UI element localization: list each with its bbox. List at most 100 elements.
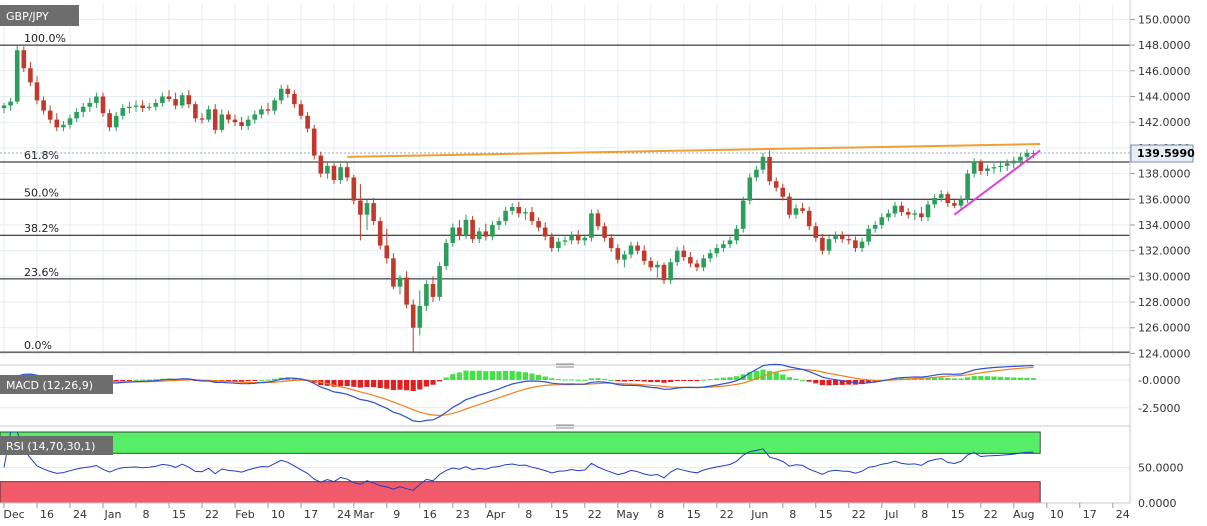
candle-body	[813, 226, 819, 238]
macd-histogram-bar	[225, 380, 231, 382]
time-tick-label: 24	[73, 508, 87, 521]
macd-histogram-bar	[984, 376, 990, 380]
macd-histogram-bar	[146, 379, 152, 381]
macd-histogram-bar	[417, 380, 423, 390]
time-tick-label: 16	[40, 508, 54, 521]
time-tick-label: 22	[852, 508, 866, 521]
candle-body	[615, 248, 621, 260]
candle-body	[232, 119, 238, 123]
price-tick-label: 150.0000	[1138, 13, 1191, 26]
candle-body	[173, 99, 178, 106]
price-candles	[1, 45, 1036, 353]
candle-body	[681, 250, 687, 258]
candle-body	[212, 109, 218, 130]
macd-histogram-bar	[549, 378, 555, 380]
resize-handle-rsi[interactable]	[556, 424, 574, 429]
candle-body	[952, 203, 957, 206]
candle-body	[516, 206, 522, 214]
candle-body	[252, 114, 258, 120]
macd-histogram-bar	[516, 371, 522, 380]
candle-body	[186, 95, 192, 105]
macd-histogram-bar	[628, 380, 634, 382]
rsi-axis: 50.0000 0.0000	[1138, 462, 1184, 511]
candle-body	[94, 96, 99, 103]
macd-histogram-bar	[351, 380, 357, 387]
fibonacci-label: 38.2%	[24, 222, 59, 235]
macd-histogram-bar	[707, 379, 713, 381]
macd-histogram-bar	[503, 370, 509, 380]
macd-histogram-bar	[1004, 377, 1010, 380]
time-tick-label: 9	[393, 508, 400, 521]
candle-body	[397, 277, 403, 287]
fibonacci-label: 0.0%	[24, 339, 52, 352]
macd-histogram-bar	[727, 377, 733, 380]
price-tick-label: 142.0000	[1138, 116, 1191, 129]
candle-body	[793, 208, 799, 215]
candle-body	[133, 105, 139, 107]
macd-histogram-bar	[338, 380, 344, 387]
time-tick-label: 22	[205, 508, 219, 521]
macd-histogram-bar	[430, 380, 436, 385]
candle-body	[245, 119, 251, 127]
macd-histogram-bar	[529, 373, 535, 380]
candle-body	[61, 124, 66, 128]
macd-histogram-bar	[760, 369, 766, 380]
candle-body	[54, 119, 60, 128]
macd-histogram-bar	[793, 378, 799, 380]
time-tick-label: 15	[172, 508, 186, 521]
macd-histogram-bar	[272, 378, 278, 380]
last-price-tag: 139.5990	[1130, 144, 1195, 163]
candle-body	[701, 258, 706, 268]
candle-body	[688, 257, 693, 264]
candle-body	[694, 263, 700, 268]
candle-body	[740, 200, 746, 229]
macd-histogram-bar	[377, 380, 383, 389]
rsi-line	[3, 431, 1034, 491]
macd-histogram-bar	[536, 374, 542, 380]
candle-body	[945, 194, 951, 204]
time-tick-label: 10	[1050, 508, 1064, 521]
candle-body	[800, 208, 805, 211]
candle-body	[298, 104, 304, 116]
candle-body	[470, 219, 475, 240]
rsi-label[interactable]: RSI (14,70,30,1)	[0, 436, 113, 455]
candle-body	[767, 156, 772, 182]
macd-label[interactable]: MACD (12,26,9)	[0, 375, 113, 394]
time-tick-label: 8	[525, 508, 532, 521]
macd-histogram-bar	[390, 380, 396, 391]
candle-body	[556, 241, 561, 249]
price-tick-label: 130.0000	[1138, 270, 1191, 283]
macd-histogram-bar	[443, 377, 449, 380]
candle-body	[747, 177, 753, 201]
time-tick-label: 22	[720, 508, 734, 521]
macd-histogram-bar	[153, 379, 159, 381]
candle-body	[674, 250, 680, 263]
macd-histogram-bar	[575, 379, 581, 381]
candle-body	[628, 245, 634, 255]
candle-body	[958, 199, 964, 206]
resize-handle-macd[interactable]	[556, 363, 574, 368]
candle-body	[589, 213, 594, 238]
macd-histogram-bar	[694, 380, 700, 381]
candle-body	[34, 82, 40, 101]
candle-body	[773, 181, 779, 188]
candle-body	[912, 213, 918, 215]
macd-histogram-bar	[819, 380, 825, 386]
candle-body	[846, 239, 852, 241]
macd-histogram-bar	[747, 372, 753, 380]
macd-axis: -0.0000 -2.5000	[1138, 374, 1180, 415]
candle-body	[8, 101, 13, 106]
candle-body	[661, 264, 667, 281]
macd-histogram-bar	[113, 380, 119, 382]
macd-histogram-bar	[569, 379, 575, 381]
macd-histogram-bar	[602, 378, 608, 380]
macd-histogram-bar	[364, 380, 370, 388]
macd-histogram-bar	[892, 378, 898, 380]
macd-histogram-bar	[866, 380, 872, 383]
time-tick-label: 16	[423, 508, 437, 521]
macd-histogram-bar	[641, 380, 647, 382]
time-tick-label: 24	[337, 508, 351, 521]
symbol-label[interactable]: GBP/JPY	[0, 5, 79, 26]
rsi-label-text: RSI (14,70,30,1)	[6, 440, 95, 453]
time-tick-label: Dec	[3, 508, 24, 521]
